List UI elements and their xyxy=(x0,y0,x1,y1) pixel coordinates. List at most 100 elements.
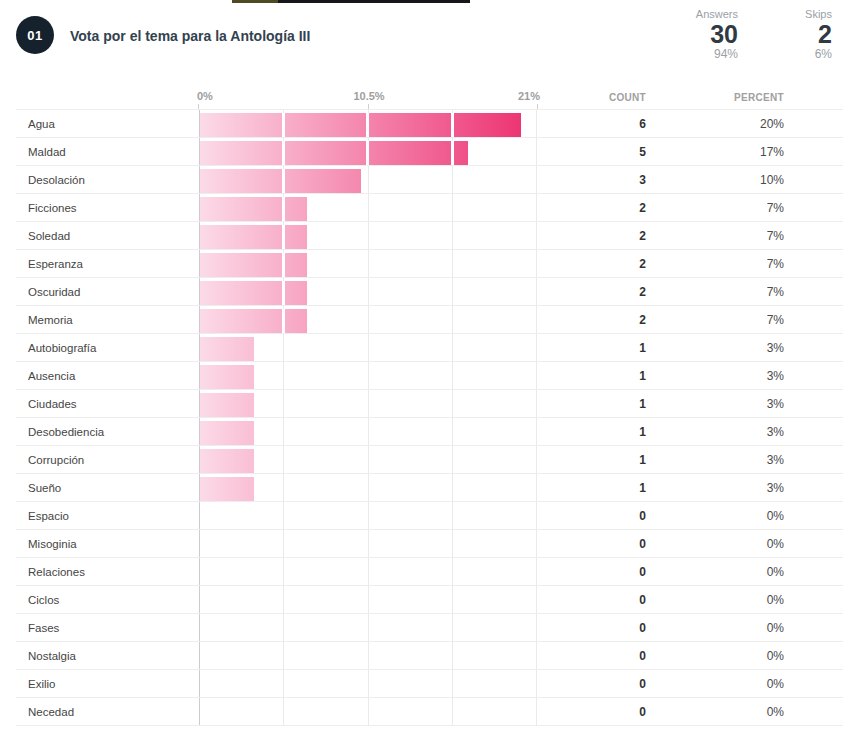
row-count: 2 xyxy=(639,194,646,222)
table-row: Ausencia 1 3% xyxy=(0,362,855,390)
row-count: 3 xyxy=(639,166,646,194)
row-count: 0 xyxy=(639,614,646,642)
row-label: Exilio xyxy=(28,670,55,698)
row-bar[interactable] xyxy=(200,365,254,389)
table-row: Soledad 2 7% xyxy=(0,222,855,250)
table-row: Corrupción 1 3% xyxy=(0,446,855,474)
row-percent: 10% xyxy=(760,166,784,194)
skips-label: Skips xyxy=(805,8,832,20)
count-column-header: COUNT xyxy=(609,92,646,103)
table-row: Ficciones 2 7% xyxy=(0,194,855,222)
table-row: Exilio 0 0% xyxy=(0,670,855,698)
question-title: Vota por el tema para la Antología III xyxy=(70,28,310,44)
table-row: Espacio 0 0% xyxy=(0,502,855,530)
bar-grid-stripe xyxy=(451,113,454,137)
bar-grid-stripe xyxy=(282,225,285,249)
table-row: Sueño 1 3% xyxy=(0,474,855,502)
row-percent: 20% xyxy=(760,110,784,138)
row-count: 1 xyxy=(639,446,646,474)
row-count: 1 xyxy=(639,474,646,502)
row-label: Nostalgia xyxy=(28,642,76,670)
answers-label: Answers xyxy=(696,8,738,20)
row-label: Ficciones xyxy=(28,194,77,222)
table-row: Nostalgia 0 0% xyxy=(0,642,855,670)
row-label: Corrupción xyxy=(28,446,84,474)
row-bar[interactable] xyxy=(200,225,307,249)
row-percent: 7% xyxy=(767,194,784,222)
table-header: 0% 10.5% 21% COUNT PERCENT xyxy=(0,85,855,110)
row-percent: 0% xyxy=(767,698,784,726)
row-count: 0 xyxy=(639,530,646,558)
row-percent: 3% xyxy=(767,334,784,362)
skips-percent: 6% xyxy=(805,47,832,61)
bar-grid-stripe xyxy=(282,141,285,165)
answers-percent: 94% xyxy=(696,47,738,61)
row-bar[interactable] xyxy=(200,113,521,137)
bar-grid-stripe xyxy=(282,197,285,221)
row-count: 2 xyxy=(639,222,646,250)
row-count: 1 xyxy=(639,418,646,446)
row-bar[interactable] xyxy=(200,197,307,221)
top-progress-strip xyxy=(232,0,470,3)
row-label: Desolación xyxy=(28,166,85,194)
bar-grid-stripe xyxy=(282,309,285,333)
bar-grid-stripe xyxy=(451,141,454,165)
row-percent: 3% xyxy=(767,418,784,446)
row-bar[interactable] xyxy=(200,141,468,165)
row-percent: 0% xyxy=(767,642,784,670)
results-table: Agua 6 20% Maldad 5 17% Desolación 3 10%… xyxy=(0,110,855,726)
row-bar[interactable] xyxy=(200,393,254,417)
row-percent: 3% xyxy=(767,362,784,390)
table-row: Ciudades 1 3% xyxy=(0,390,855,418)
row-bar[interactable] xyxy=(200,309,307,333)
table-row: Oscuridad 2 7% xyxy=(0,278,855,306)
row-label: Maldad xyxy=(28,138,66,166)
row-percent: 7% xyxy=(767,306,784,334)
row-label: Espacio xyxy=(28,502,69,530)
row-bar[interactable] xyxy=(200,477,254,501)
table-row: Esperanza 2 7% xyxy=(0,250,855,278)
row-count: 0 xyxy=(639,558,646,586)
row-bar[interactable] xyxy=(200,421,254,445)
row-count: 0 xyxy=(639,586,646,614)
row-count: 2 xyxy=(639,250,646,278)
percent-column-header: PERCENT xyxy=(734,92,784,103)
bar-grid-stripe xyxy=(366,113,369,137)
answers-stat: Answers 30 94% xyxy=(696,8,738,61)
row-bar[interactable] xyxy=(200,449,254,473)
table-row: Necedad 0 0% xyxy=(0,698,855,726)
bar-grid-stripe xyxy=(282,253,285,277)
row-count: 0 xyxy=(639,502,646,530)
row-count: 2 xyxy=(639,278,646,306)
row-percent: 17% xyxy=(760,138,784,166)
bar-grid-stripe xyxy=(282,113,285,137)
table-row: Ciclos 0 0% xyxy=(0,586,855,614)
row-label: Fases xyxy=(28,614,59,642)
axis-label-0: 0% xyxy=(197,90,213,102)
row-percent: 3% xyxy=(767,390,784,418)
row-label: Memoria xyxy=(28,306,73,334)
row-count: 5 xyxy=(639,138,646,166)
question-number-badge: 01 xyxy=(16,16,54,54)
bar-grid-stripe xyxy=(282,281,285,305)
row-label: Autobiografía xyxy=(28,334,96,362)
row-count: 1 xyxy=(639,334,646,362)
row-label: Ciclos xyxy=(28,586,59,614)
row-percent: 0% xyxy=(767,614,784,642)
bar-grid-stripe xyxy=(366,141,369,165)
row-bar[interactable] xyxy=(200,337,254,361)
row-percent: 0% xyxy=(767,558,784,586)
row-bar[interactable] xyxy=(200,169,361,193)
row-label: Oscuridad xyxy=(28,278,80,306)
table-row: Agua 6 20% xyxy=(0,110,855,138)
table-row: Memoria 2 7% xyxy=(0,306,855,334)
row-label: Esperanza xyxy=(28,250,83,278)
row-percent: 3% xyxy=(767,446,784,474)
row-percent: 3% xyxy=(767,474,784,502)
row-label: Soledad xyxy=(28,222,70,250)
table-row: Misoginia 0 0% xyxy=(0,530,855,558)
row-bar[interactable] xyxy=(200,253,307,277)
row-percent: 0% xyxy=(767,586,784,614)
row-bar[interactable] xyxy=(200,281,307,305)
table-row: Relaciones 0 0% xyxy=(0,558,855,586)
